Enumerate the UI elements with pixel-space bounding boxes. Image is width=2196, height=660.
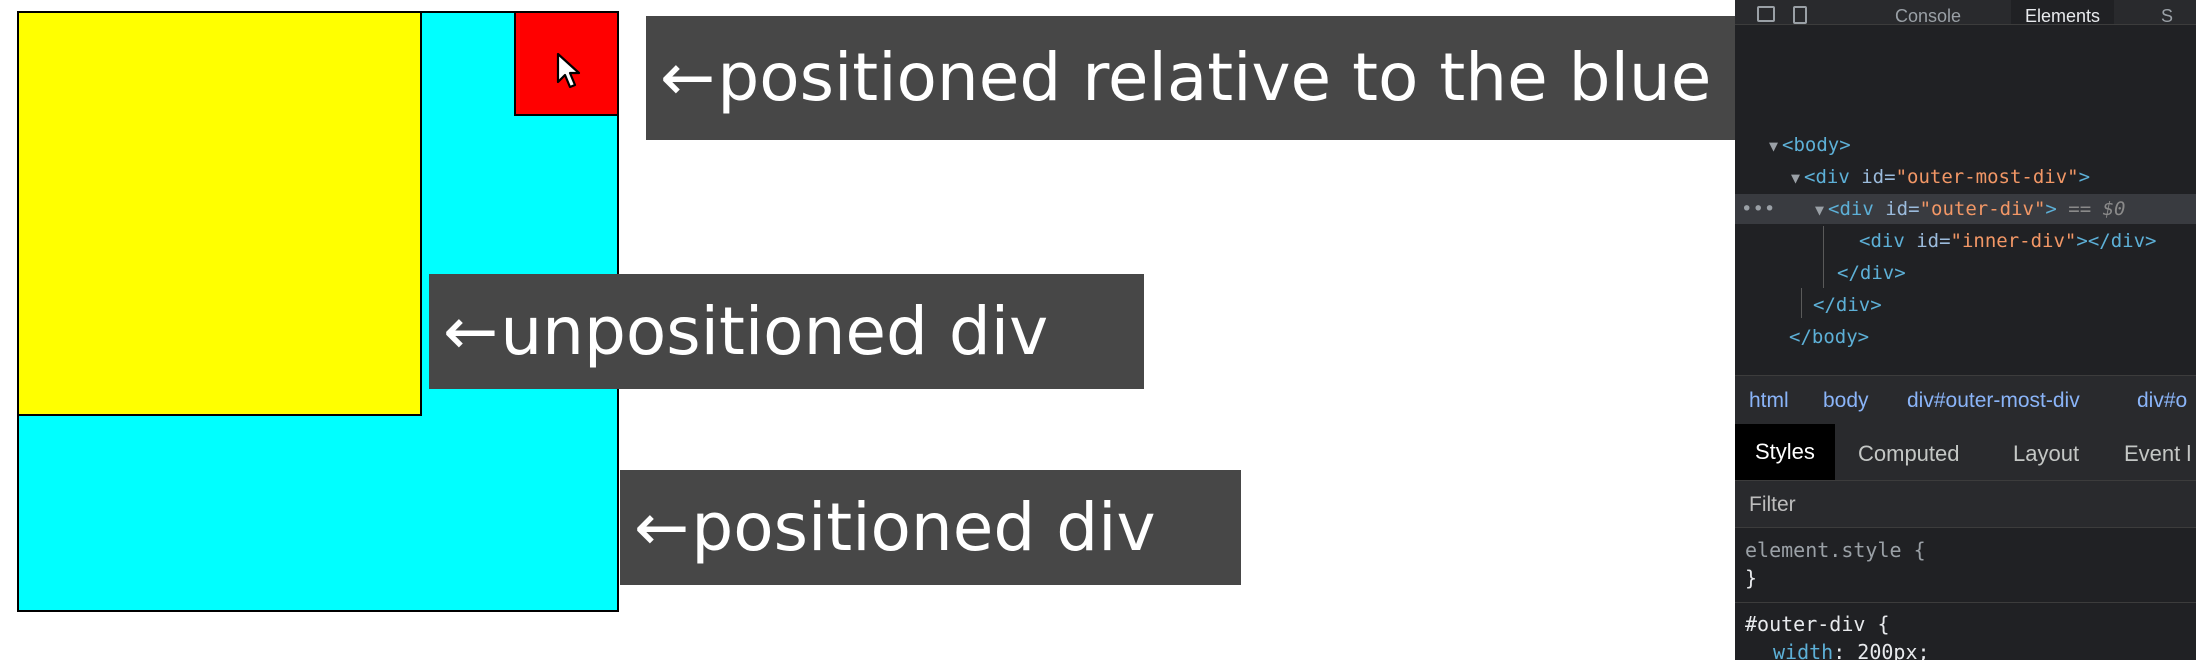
left-arrow-icon: ←: [443, 292, 499, 370]
tab-event-listeners[interactable]: Event l: [2124, 441, 2192, 466]
tab-sources[interactable]: S: [2161, 6, 2174, 25]
breadcrumb: html body div#outer-most-div div#o: [1735, 375, 2196, 425]
expand-triangle-icon[interactable]: ▼: [1815, 201, 1825, 219]
tree-guide-line: [1823, 226, 1824, 288]
yellow-square-unpositioned-div[interactable]: [17, 11, 422, 416]
styles-pane: element.style { } #outer-div { width: 20…: [1735, 528, 2196, 660]
breadcrumb-outer-div[interactable]: div#o: [2137, 389, 2188, 412]
caption-positioned-div: ← positioned div: [620, 470, 1241, 585]
device-toolbar-icon[interactable]: [1793, 6, 1807, 24]
dom-node-body[interactable]: ▼ <body>: [1769, 134, 1851, 156]
breadcrumb-html[interactable]: html: [1749, 389, 1789, 412]
dom-node-outer-most-div[interactable]: ▼ <div id="outer-most-div">: [1791, 166, 2091, 188]
left-arrow-icon: ←: [634, 488, 690, 566]
devtools-toolbar: Console Elements S: [1735, 0, 2196, 25]
outer-div-rule-selector[interactable]: #outer-div {: [1745, 612, 1890, 636]
left-arrow-icon: ←: [660, 39, 716, 116]
caption-text: unpositioned div: [500, 292, 1049, 370]
breadcrumb-outer-most-div[interactable]: div#outer-most-div: [1907, 389, 2080, 412]
dom-node-close-outer-div[interactable]: </div>: [1837, 262, 1906, 284]
tab-elements[interactable]: Elements: [2011, 0, 2115, 24]
dom-tree: ▼ <body> ▼ <div id="outer-most-div"> ••• ▼…: [1735, 130, 2196, 374]
dom-node-outer-div-selected[interactable]: ••• ▼ <div id="outer-div"> == $0: [1735, 194, 2196, 224]
caption-unpositioned-div: ← unpositioned div: [429, 274, 1144, 389]
dom-node-close-body[interactable]: </body>: [1789, 326, 1870, 348]
element-style-rule[interactable]: element.style {: [1745, 538, 1926, 562]
css-property-width[interactable]: width: 200px;: [1773, 640, 1930, 660]
tree-guide-line: [1801, 288, 1802, 318]
element-style-close: }: [1745, 566, 1758, 590]
dom-node-inner-div[interactable]: <div id="inner-div"></div>: [1859, 230, 2157, 252]
tab-styles[interactable]: Styles: [1735, 424, 1835, 480]
styles-subtabs: Styles Computed Layout Event l: [1735, 424, 2196, 481]
tab-layout[interactable]: Layout: [2013, 441, 2080, 466]
inspect-element-icon[interactable]: [1757, 6, 1775, 22]
filter-placeholder: Filter: [1749, 493, 1796, 516]
tab-computed[interactable]: Computed: [1858, 441, 1960, 466]
dom-node-close-outer-most-div[interactable]: </div>: [1813, 294, 1882, 316]
expand-triangle-icon[interactable]: ▼: [1769, 137, 1779, 155]
breadcrumb-body[interactable]: body: [1823, 389, 1869, 412]
devtools-panel: Console Elements S ▼ <body> ▼ <div id="out…: [1735, 0, 2196, 660]
expand-triangle-icon[interactable]: ▼: [1791, 169, 1801, 187]
caption-text: positioned div: [691, 488, 1156, 566]
rule-divider: [1735, 602, 2196, 603]
styles-filter-input[interactable]: Filter: [1735, 481, 2196, 528]
tab-console[interactable]: Console: [1895, 6, 1962, 25]
more-options-icon[interactable]: •••: [1741, 198, 1776, 220]
pointer-cursor-icon: [556, 52, 581, 89]
